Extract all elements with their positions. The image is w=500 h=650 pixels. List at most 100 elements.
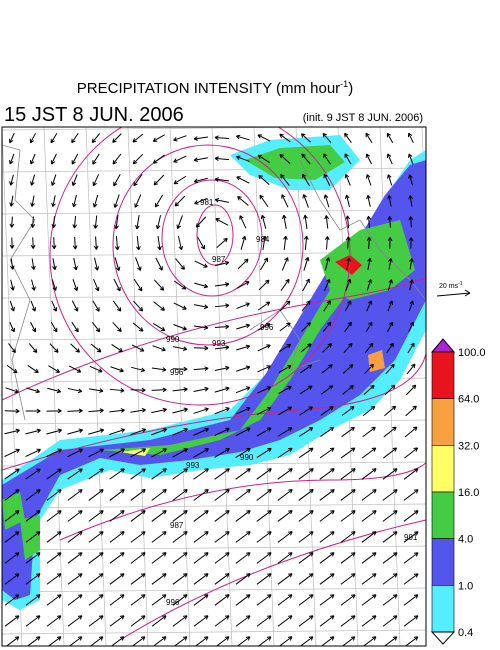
wind-arrow bbox=[259, 194, 269, 208]
wind-arrow bbox=[382, 573, 398, 585]
wind-arrow bbox=[345, 215, 351, 229]
wind-arrow bbox=[50, 153, 57, 165]
wind-arrow bbox=[403, 510, 419, 522]
wind-arrow bbox=[320, 426, 335, 437]
wind-arrow bbox=[214, 489, 230, 501]
wind-arrow bbox=[214, 407, 230, 415]
wind-arrow bbox=[67, 573, 83, 585]
wind-arrow bbox=[193, 468, 209, 480]
wind-arrow bbox=[172, 427, 188, 436]
wind-arrow bbox=[256, 447, 272, 459]
wind-arrow bbox=[319, 573, 335, 585]
wind-arrow bbox=[277, 573, 293, 585]
wind-arrow bbox=[172, 407, 188, 414]
wind-arrow bbox=[298, 447, 314, 459]
wind-arrow bbox=[301, 173, 310, 187]
colorbar-label: 100.0 bbox=[458, 347, 486, 359]
wind-arrow bbox=[279, 343, 292, 353]
wind-arrow bbox=[71, 153, 79, 165]
wind-arrow bbox=[407, 132, 414, 144]
wind-arrow bbox=[386, 321, 394, 333]
wind-arrow bbox=[298, 531, 314, 543]
wind-arrow bbox=[46, 615, 62, 627]
wind-arrow bbox=[256, 489, 272, 501]
wind-arrow bbox=[89, 365, 103, 373]
wind-arrow bbox=[176, 215, 183, 229]
wind-arrow bbox=[406, 363, 416, 375]
wind-arrow bbox=[8, 343, 16, 354]
wind-arrow bbox=[109, 388, 125, 393]
wind-arrow bbox=[151, 468, 167, 480]
wind-arrow bbox=[361, 615, 377, 627]
wind-arrow bbox=[130, 428, 147, 436]
wind-arrow bbox=[340, 573, 356, 585]
wind-arrow bbox=[344, 300, 352, 312]
wind-arrow bbox=[88, 468, 104, 480]
wind-arrow bbox=[109, 489, 125, 501]
wind-arrow bbox=[132, 153, 144, 165]
wind-arrow bbox=[361, 489, 377, 501]
wind-arrow bbox=[174, 195, 186, 207]
wind-arrow bbox=[277, 552, 293, 564]
wind-arrow bbox=[133, 278, 143, 292]
wind-arrow bbox=[30, 237, 36, 249]
wind-arrow bbox=[214, 282, 230, 287]
wind-arrow bbox=[257, 301, 271, 311]
wind-arrow bbox=[90, 343, 102, 353]
wind-arrow bbox=[214, 510, 230, 522]
wind-arrow bbox=[278, 406, 293, 416]
wind-arrow bbox=[67, 531, 83, 543]
wind-arrow bbox=[193, 531, 209, 543]
wind-arrow bbox=[344, 153, 352, 165]
wind-arrow bbox=[25, 552, 41, 564]
wind-arrow bbox=[300, 364, 313, 374]
wind-arrow bbox=[279, 133, 291, 143]
wind-arrow bbox=[340, 531, 356, 543]
wind-arrow bbox=[173, 636, 188, 646]
wind-arrow bbox=[9, 300, 15, 312]
wind-arrow bbox=[256, 510, 272, 522]
wind-arrow bbox=[130, 615, 146, 627]
wind-arrow bbox=[361, 447, 377, 459]
isobar-label: 996 bbox=[260, 323, 274, 332]
wind-arrow bbox=[113, 194, 120, 208]
wind-arrow bbox=[88, 594, 104, 606]
wind-arrow bbox=[135, 215, 140, 230]
wind-arrow bbox=[324, 215, 329, 229]
wind-arrow bbox=[361, 468, 377, 480]
wind-arrow bbox=[236, 344, 251, 351]
wind-arrow bbox=[256, 406, 272, 415]
wind-arrow bbox=[193, 594, 209, 606]
colorbar-segment bbox=[431, 398, 455, 446]
wind-arrow bbox=[299, 385, 313, 395]
wind-arrow bbox=[320, 385, 334, 395]
wind-arrow bbox=[193, 552, 209, 564]
wind-arrow bbox=[257, 154, 271, 164]
wind-arrow bbox=[91, 321, 101, 333]
wind-arrow bbox=[88, 531, 104, 543]
wind-arrow bbox=[109, 448, 126, 458]
wind-arrow bbox=[67, 594, 83, 606]
wind-arrow bbox=[277, 489, 293, 501]
wind-arrow bbox=[193, 407, 209, 414]
colorbar-label: 64.0 bbox=[458, 394, 479, 406]
wind-arrow bbox=[4, 594, 20, 606]
wind-arrow bbox=[277, 510, 293, 522]
wind-arrow bbox=[46, 573, 62, 585]
wind-arrow bbox=[92, 174, 100, 187]
wind-arrow bbox=[25, 531, 41, 543]
wind-arrow bbox=[298, 552, 314, 564]
wind-arrow bbox=[4, 428, 20, 435]
wind-arrow bbox=[214, 448, 230, 458]
wind-arrow bbox=[112, 322, 122, 333]
wind-arrow bbox=[361, 594, 377, 606]
wind-arrow bbox=[173, 302, 187, 310]
wind-arrow bbox=[322, 343, 333, 353]
wind-arrow bbox=[382, 531, 398, 543]
wind-arrow bbox=[30, 216, 36, 228]
wind-arrow bbox=[362, 405, 376, 417]
wind-arrow bbox=[319, 489, 335, 501]
grid-line bbox=[2, 209, 426, 215]
wind-arrow bbox=[298, 573, 314, 585]
wind-arrow bbox=[194, 197, 208, 205]
